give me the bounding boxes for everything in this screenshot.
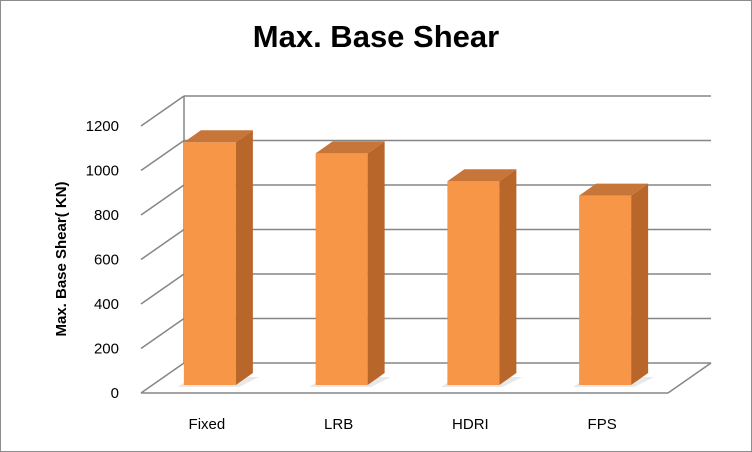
bar xyxy=(177,130,259,387)
x-tick-label: FPS xyxy=(588,416,617,433)
bar-front xyxy=(579,195,632,385)
bar-front xyxy=(447,181,500,385)
bar xyxy=(309,141,391,387)
bar-side xyxy=(631,183,649,385)
bar-side xyxy=(235,130,253,385)
bar-top xyxy=(579,183,649,196)
x-tick-label: HDRI xyxy=(452,416,489,433)
y-tick-label: 1200 xyxy=(86,118,119,135)
y-tick-label: 800 xyxy=(94,207,119,224)
floor-right-edge xyxy=(667,362,712,394)
bar-top xyxy=(315,141,385,154)
bar xyxy=(441,169,523,387)
bar-top xyxy=(447,169,517,182)
bar-side xyxy=(367,141,385,385)
chart-title: Max. Base Shear xyxy=(252,19,500,54)
bar-front xyxy=(315,153,368,385)
x-axis-ticks: Fixed LRB HDRI FPS xyxy=(189,416,617,433)
y-tick-label: 600 xyxy=(94,252,119,269)
gridline xyxy=(140,95,711,127)
x-tick-label: LRB xyxy=(324,416,353,433)
y-axis-ticks: 0 200 400 600 800 1000 1200 xyxy=(86,118,119,402)
y-tick-label: 1000 xyxy=(86,163,119,180)
bar-top xyxy=(183,130,253,143)
x-tick-label: Fixed xyxy=(189,416,226,433)
y-axis-title: Max. Base Shear( KN) xyxy=(53,181,70,336)
bar-side xyxy=(499,169,517,385)
y-tick-label: 200 xyxy=(94,341,119,358)
gridline xyxy=(140,139,711,172)
bar-front xyxy=(183,142,236,385)
bars xyxy=(177,130,655,387)
y-tick-label: 0 xyxy=(111,385,119,402)
y-tick-label: 400 xyxy=(94,296,119,313)
bar xyxy=(573,183,655,387)
